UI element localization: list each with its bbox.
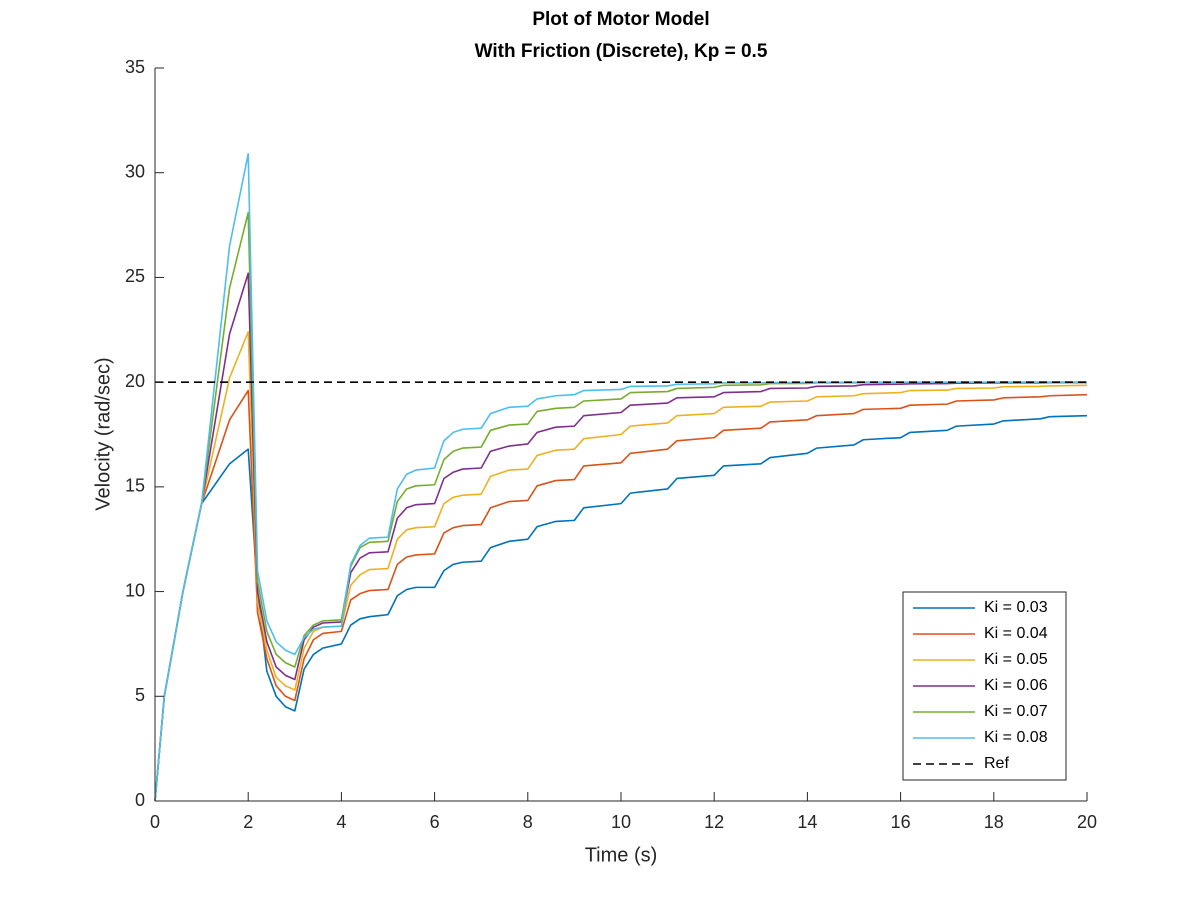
x-axis-label: Time (s) — [585, 844, 658, 866]
series-line — [154, 389, 1088, 802]
legend-label: Ki = 0.06 — [984, 677, 1048, 694]
x-tick-label: 14 — [797, 812, 817, 832]
x-tick-label: 20 — [1077, 812, 1097, 832]
x-tick-label: 0 — [150, 812, 160, 832]
x-tick-label: 8 — [523, 812, 533, 832]
x-tick-label: 10 — [611, 812, 631, 832]
x-tick-label: 6 — [430, 812, 440, 832]
y-tick-label: 25 — [125, 266, 145, 286]
y-tick-label: 5 — [135, 685, 145, 705]
x-tick-label: 12 — [704, 812, 724, 832]
series-line — [154, 272, 1087, 802]
x-tick-label: 2 — [243, 812, 253, 832]
series-line — [154, 331, 1088, 802]
y-tick-label: 30 — [125, 161, 145, 181]
legend-label: Ki = 0.08 — [984, 729, 1048, 746]
y-axis-label: Velocity (rad/sec) — [92, 357, 114, 510]
legend-label: Ki = 0.07 — [984, 703, 1048, 720]
y-tick-label: 20 — [125, 371, 145, 391]
legend-label: Ki = 0.04 — [984, 625, 1048, 642]
y-tick-label: 35 — [125, 57, 145, 77]
y-tick-label: 0 — [135, 790, 145, 810]
series-line — [154, 414, 1088, 802]
x-tick-label: 4 — [336, 812, 346, 832]
x-tick-label: 18 — [984, 812, 1004, 832]
chart-title: Plot of Motor Model — [532, 9, 709, 30]
y-tick-label: 10 — [125, 580, 145, 600]
x-tick-label: 16 — [891, 812, 911, 832]
chart-subtitle: With Friction (Discrete), Kp = 0.5 — [475, 41, 768, 62]
legend-label: Ki = 0.03 — [984, 599, 1048, 616]
legend-label: Ref — [984, 755, 1009, 772]
legend-label: Ki = 0.05 — [984, 651, 1048, 668]
y-tick-label: 15 — [125, 476, 145, 496]
